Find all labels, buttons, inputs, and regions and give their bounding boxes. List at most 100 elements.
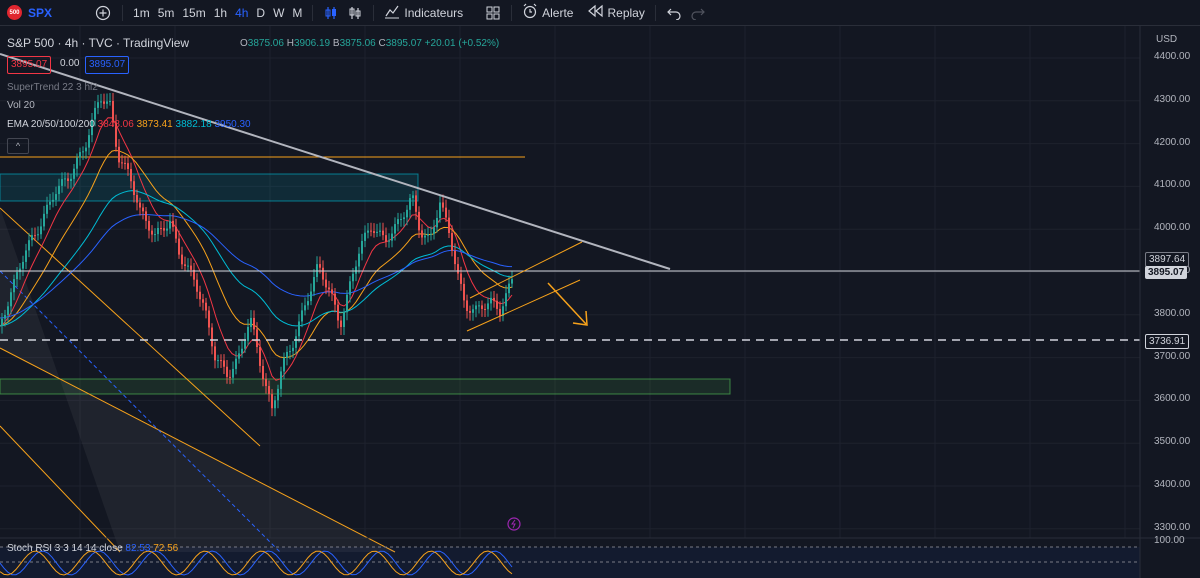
toolbar-divider xyxy=(511,4,513,21)
candle-body xyxy=(211,327,213,347)
timeframe-1m[interactable]: 1m xyxy=(133,5,150,20)
candle-body xyxy=(304,305,306,311)
candle-body xyxy=(301,310,303,322)
candle-body xyxy=(472,309,474,313)
candle-body xyxy=(388,240,390,242)
toolbar-divider xyxy=(122,4,124,21)
timeframe-4h[interactable]: 4h xyxy=(235,5,249,20)
candle-body xyxy=(355,266,357,274)
candle-body xyxy=(499,308,501,316)
candle-body xyxy=(439,202,441,218)
candle-body xyxy=(475,305,477,310)
alert-button[interactable]: Alerte xyxy=(518,0,577,25)
timeframe-d[interactable]: D xyxy=(256,5,266,20)
candle-body xyxy=(157,228,159,235)
timeframe-5m[interactable]: 5m xyxy=(157,5,175,20)
toolbar-divider xyxy=(654,4,656,21)
undo-icon[interactable] xyxy=(662,0,686,25)
high-label: H xyxy=(286,38,294,49)
down-arrow-shaft xyxy=(547,282,587,325)
candle-body xyxy=(352,273,354,282)
symbol-selector[interactable]: 500 SPX xyxy=(0,0,52,25)
candle-body xyxy=(241,348,243,354)
candle-body xyxy=(427,234,429,236)
sell-button[interactable]: 3895.07 xyxy=(7,56,52,74)
descending-trendline xyxy=(0,53,671,270)
candle-body xyxy=(217,360,219,362)
symbol-logo: 500 xyxy=(7,5,22,20)
candle-body xyxy=(166,228,168,231)
candle-body xyxy=(403,217,405,220)
currency-label[interactable]: USD xyxy=(1156,34,1178,45)
price-tick-label: 3700.00 xyxy=(1154,350,1191,362)
candle-body xyxy=(508,283,510,294)
candle-body xyxy=(124,162,126,164)
add-symbol-icon[interactable] xyxy=(90,0,116,25)
candle-body xyxy=(148,220,150,231)
candle-body xyxy=(28,240,30,251)
timeframe-m[interactable]: M xyxy=(292,5,303,20)
candle-body xyxy=(376,231,378,233)
candle-body xyxy=(343,312,345,327)
timeframe-1h[interactable]: 1h xyxy=(213,5,228,20)
candle-body xyxy=(76,157,78,169)
candle-body xyxy=(328,287,330,290)
channel-lower-line xyxy=(0,347,396,553)
timeframe-w[interactable]: W xyxy=(273,5,285,20)
candle-body xyxy=(349,281,351,295)
candle-body xyxy=(454,250,456,265)
candle-body xyxy=(463,283,465,301)
candle-body xyxy=(136,194,138,203)
candle-body xyxy=(298,321,300,337)
price-tick-label: 3600.00 xyxy=(1154,393,1191,405)
vol-label[interactable]: Vol 20 xyxy=(7,100,35,111)
candle-body xyxy=(418,211,420,231)
layout-icon[interactable] xyxy=(481,0,505,25)
candle-body xyxy=(460,273,462,284)
collapse-legend-button[interactable]: ^ xyxy=(7,138,29,154)
candle-body xyxy=(154,234,156,236)
candle-body xyxy=(130,168,132,182)
redo-icon[interactable] xyxy=(686,0,710,25)
candle-body xyxy=(280,371,282,389)
price-tick-label: 3300.00 xyxy=(1154,521,1191,533)
ema-legend[interactable]: EMA 20/50/100/200 3848.06 3873.41 3882.1… xyxy=(7,119,251,130)
candle-body xyxy=(88,135,90,148)
resistance-zone xyxy=(0,173,419,202)
price-chart[interactable] xyxy=(0,26,1200,578)
candle-body xyxy=(436,217,438,228)
candle-body xyxy=(1,318,3,326)
flash-icon-bolt xyxy=(511,519,516,529)
candle-body xyxy=(277,388,279,401)
price-tick-label: 3400.00 xyxy=(1154,479,1191,490)
ema200-value: 3950.30 xyxy=(214,119,251,130)
candle-body xyxy=(175,226,177,239)
candle-body xyxy=(496,300,498,309)
candle-body xyxy=(226,366,228,377)
buy-button[interactable]: 3895.07 xyxy=(85,56,130,74)
candle-body xyxy=(172,220,174,227)
low-label: B xyxy=(332,38,340,49)
price-tick-label: 3800.00 xyxy=(1154,307,1191,319)
candle-body xyxy=(22,261,24,269)
toolbar-divider xyxy=(373,4,375,21)
candle-body xyxy=(235,358,237,369)
supertrend-label[interactable]: SuperTrend 22 3 hl2 xyxy=(7,82,98,93)
chart-type-icon[interactable] xyxy=(343,0,367,25)
candle-body xyxy=(322,267,324,280)
ema50-value: 3873.41 xyxy=(136,119,173,130)
candle-body xyxy=(259,346,261,366)
indicators-button[interactable]: Indicateurs xyxy=(380,0,467,25)
compare-icon[interactable] xyxy=(319,0,343,25)
candle-body xyxy=(340,320,342,327)
stoch-rsi-legend[interactable]: Stoch RSI 3 3 14 14 close 82.53 72.56 xyxy=(7,543,178,554)
candle-body xyxy=(505,293,507,307)
candle-body xyxy=(142,207,144,212)
candle-body xyxy=(91,119,93,136)
candle-body xyxy=(415,195,417,212)
timeframe-15m[interactable]: 15m xyxy=(182,5,206,20)
chart-grid xyxy=(0,26,1140,538)
candle-body xyxy=(268,386,270,395)
candle-body xyxy=(64,178,66,180)
replay-button[interactable]: Replay xyxy=(583,0,648,25)
